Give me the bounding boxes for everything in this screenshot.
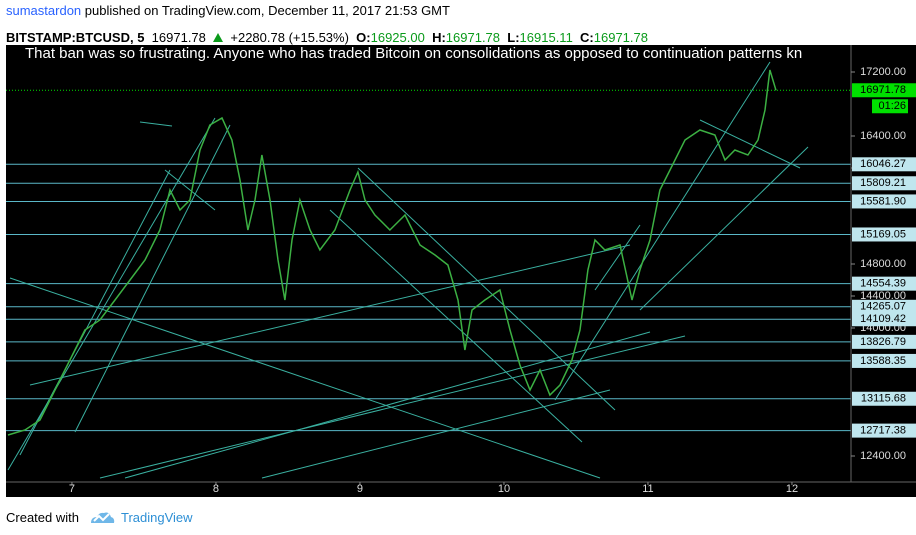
x-tick-label: 12	[786, 483, 798, 495]
level-lines	[6, 163, 851, 432]
last-price-box	[852, 83, 916, 98]
y-tick-label: 17200.00	[860, 66, 906, 78]
trend-line	[329, 209, 583, 443]
published: published on TradingView.com, December 1…	[84, 3, 450, 18]
tradingview-link[interactable]: TradingView	[120, 509, 193, 525]
plot	[6, 69, 851, 436]
countdown: 01:26	[878, 100, 906, 112]
chart-background	[6, 45, 916, 497]
change: +2280.78 (+15.53%)	[230, 29, 349, 45]
level-label: 16046.27	[860, 158, 906, 170]
trend-line	[554, 61, 771, 401]
price-line	[7, 69, 777, 436]
open-label: O:	[356, 29, 371, 45]
trend-line	[639, 146, 809, 311]
author[interactable]: sumastardon	[6, 3, 82, 18]
trend-line	[74, 124, 231, 433]
x-tick-label: 8	[213, 483, 219, 495]
x-tick-label: 10	[498, 483, 510, 495]
trend-line	[99, 335, 686, 479]
level-label-box	[852, 299, 916, 314]
level-label-box	[852, 176, 916, 191]
level-label-box	[852, 423, 916, 438]
trend-line	[19, 169, 171, 456]
tradingview-logo	[90, 512, 115, 523]
trend-lines	[7, 61, 809, 479]
level-label-box	[852, 334, 916, 349]
high-label: H:	[432, 29, 446, 45]
trend-line	[139, 121, 173, 127]
price: 16971.78	[151, 29, 206, 45]
trend-line	[164, 169, 216, 211]
x-tick-label: 7	[69, 483, 75, 495]
symbol: BITSTAMP:BTCUSD, 5	[6, 29, 145, 45]
created-with: Created with	[6, 509, 79, 525]
last-price-label: 16971.78	[860, 84, 906, 96]
level-label: 15809.21	[860, 177, 906, 189]
level-label: 13115.68	[861, 393, 906, 405]
level-label-box	[852, 391, 916, 406]
annotation: That ban was so frustrating. Anyone who …	[25, 45, 802, 62]
trend-line	[594, 224, 641, 291]
level-label: 15581.90	[860, 195, 906, 207]
low: 16915.11	[519, 29, 573, 45]
level-label-box	[852, 312, 916, 327]
level-label: 14265.07	[860, 301, 906, 313]
axis-labels: 17200.0016400.0016000.0014800.0014400.00…	[69, 66, 916, 495]
level-label-box	[852, 194, 916, 209]
publish-line: sumastardon published on TradingView.com…	[6, 3, 450, 18]
open: 16925.00	[370, 29, 425, 45]
trend-line	[357, 167, 616, 411]
y-tick-label: 14800.00	[860, 258, 906, 270]
trend-line	[124, 331, 651, 479]
level-label: 13826.79	[860, 336, 906, 348]
countdown-box	[872, 99, 908, 114]
trend-line	[261, 389, 611, 479]
level-label-box	[852, 157, 916, 172]
level-label-box	[852, 353, 916, 368]
symbol-line: BITSTAMP:BTCUSD, 5 16971.78 +2280.78 (+1…	[6, 22, 648, 52]
level-label: 13588.35	[860, 355, 906, 367]
price-axis	[851, 45, 916, 497]
footer: Created with TradingView	[6, 509, 193, 525]
y-tick-label: 14400.00	[860, 290, 906, 302]
level-label: 12717.38	[860, 425, 906, 437]
level-label-box	[852, 227, 916, 242]
close: 16971.78	[593, 29, 648, 45]
up-arrow	[213, 32, 224, 42]
y-tick-label: 12400.00	[860, 450, 906, 462]
level-label: 14554.39	[860, 278, 906, 290]
y-tick-label: 16400.00	[860, 130, 906, 142]
x-tick-label: 9	[357, 483, 363, 495]
level-label: 14109.42	[860, 313, 906, 325]
close-label: C:	[580, 29, 594, 45]
level-label-box	[852, 276, 916, 291]
high: 16971.78	[445, 29, 501, 45]
low-label: L:	[507, 29, 520, 45]
trend-line	[9, 277, 601, 479]
x-tick-label: 11	[642, 483, 653, 495]
trend-line	[699, 119, 801, 169]
trend-line	[29, 244, 631, 386]
level-label: 15169.05	[860, 228, 906, 240]
